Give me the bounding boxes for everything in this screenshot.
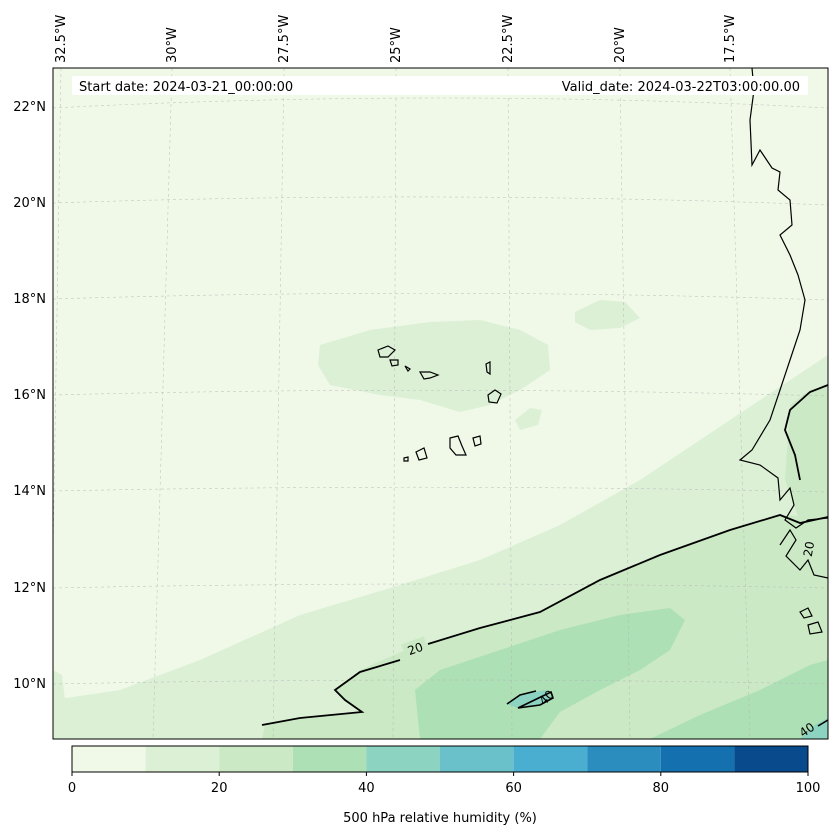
cape-verde-islands <box>377 345 502 462</box>
lat-label-16n: 16°N <box>13 388 46 403</box>
gridlines <box>53 68 828 739</box>
humidity-field-10-20-patch <box>318 320 550 412</box>
lat-label-12n: 12°N <box>13 581 46 596</box>
lon-label-20w: 20°W <box>613 27 628 63</box>
humidity-field-40-50-corner <box>800 718 828 739</box>
start-date-label: Start date: 2024-03-21_00:00:00 <box>79 80 293 95</box>
lat-label-14n: 14°N <box>13 484 46 499</box>
colorbar-tick-label-80: 80 <box>653 781 670 796</box>
colorbar-cell-80-90 <box>660 746 735 772</box>
colorbar-cell-70-80 <box>587 746 661 772</box>
lat-label-18n: 18°N <box>13 292 46 307</box>
humidity-field-30-40 <box>415 608 685 739</box>
contour-label-group-4: 40 <box>797 720 818 740</box>
longitude-labels: 32.5°W 30°W 27.5°W 25°W 22.5°W 20°W 17.5… <box>54 15 738 63</box>
colorbar-cell-30-40 <box>292 746 367 772</box>
colorbar <box>72 746 808 772</box>
colorbar-tick-label-60: 60 <box>505 781 522 796</box>
map-panel: 20 40 20 40 Start date: 2024-03-21_00:00… <box>53 68 828 740</box>
lon-label-32.5w: 32.5°W <box>54 15 69 63</box>
colorbar-cell-20-30 <box>219 746 293 772</box>
colorbar-cell-60-70 <box>513 746 588 772</box>
contour-line-20 <box>261 514 828 726</box>
colorbar-title: 500 hPa relative humidity (%) <box>343 811 537 826</box>
info-bar <box>72 76 808 95</box>
latitude-labels: 22°N 20°N 18°N 16°N 14°N 12°N 10°N <box>13 100 46 692</box>
lon-label-30w: 30°W <box>165 27 180 63</box>
humidity-field-20-30 <box>262 515 828 739</box>
map-frame <box>52 67 829 740</box>
lon-label-27.5w: 27.5°W <box>277 15 292 63</box>
lat-label-10n: 10°N <box>13 677 46 692</box>
colorbar-tick-label-40: 40 <box>358 781 375 796</box>
colorbar-cell-40-50 <box>366 746 440 772</box>
contour-label-20-east: 20 <box>801 540 817 557</box>
lon-label-25w: 25°W <box>389 27 404 63</box>
colorbar-tick-label-100: 100 <box>796 781 821 796</box>
valid-date-label: Valid_date: 2024-03-22T03:00:00.00 <box>562 80 800 95</box>
lat-label-22n: 22°N <box>13 100 46 115</box>
contour-label-group-1: 20 <box>400 636 430 660</box>
humidity-field-20-30-east <box>785 385 828 522</box>
colorbar-tick-label-0: 0 <box>68 781 76 796</box>
colorbar-frame <box>71 745 809 773</box>
lat-label-20n: 20°N <box>13 196 46 211</box>
africa-coastline <box>738 68 828 635</box>
colorbar-cell-90-100 <box>734 746 808 772</box>
colorbar-ticks: 0 20 40 60 80 100 <box>68 772 821 796</box>
lon-label-17.5w: 17.5°W <box>723 15 738 63</box>
lon-label-22.5w: 22.5°W <box>501 15 516 63</box>
contour-line-40 <box>506 690 554 709</box>
humidity-field-30-40-south <box>650 660 828 739</box>
colorbar-tick-label-20: 20 <box>211 781 228 796</box>
contour-label-group-3: 20 <box>801 540 817 557</box>
contour-label-40-corner: 40 <box>797 720 818 740</box>
contour-line-40-corner <box>817 719 828 727</box>
contour-line-20-east <box>784 384 828 481</box>
contour-label-20: 20 <box>406 640 425 658</box>
humidity-field-10-20-patch-3 <box>515 408 542 430</box>
humidity-field-10-20-west <box>53 670 65 705</box>
colorbar-cell-0-10 <box>72 746 146 772</box>
colorbar-cell-10-20 <box>145 746 220 772</box>
colorbar-cell-50-60 <box>440 746 514 772</box>
